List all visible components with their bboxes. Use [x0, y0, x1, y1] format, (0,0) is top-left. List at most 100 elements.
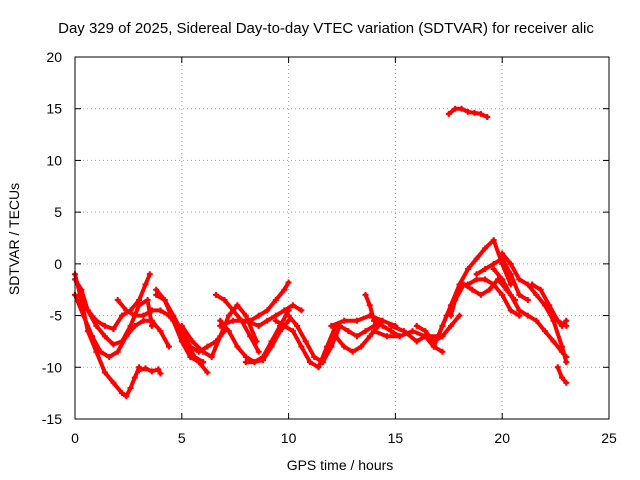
data-point	[311, 353, 318, 360]
data-point	[221, 297, 228, 304]
data-point	[157, 328, 164, 335]
data-point	[490, 266, 497, 273]
y-tick-label: 10	[46, 152, 62, 168]
y-tick-label: 5	[54, 204, 62, 220]
data-point	[371, 328, 378, 335]
data-point	[477, 110, 484, 117]
data-point	[362, 328, 369, 335]
data-point	[298, 307, 305, 314]
data-point	[84, 307, 91, 314]
data-point	[349, 348, 356, 355]
data-point	[559, 343, 566, 350]
data-point	[482, 276, 489, 283]
data-point	[242, 359, 249, 366]
data-point	[413, 322, 420, 329]
data-point	[516, 291, 523, 298]
data-point	[477, 291, 484, 298]
data-point	[499, 291, 506, 298]
data-point	[127, 384, 134, 391]
data-point	[225, 328, 232, 335]
data-point	[148, 307, 155, 314]
series-track-5	[73, 292, 171, 359]
data-point	[345, 328, 352, 335]
data-point	[281, 286, 288, 293]
data-point	[178, 338, 185, 345]
data-point	[80, 312, 87, 319]
data-point	[533, 317, 540, 324]
data-point	[114, 297, 121, 304]
data-point	[302, 338, 309, 345]
data-point	[473, 255, 480, 262]
data-point	[524, 297, 531, 304]
data-point	[242, 312, 249, 319]
data-point	[383, 333, 390, 340]
data-point	[486, 286, 493, 293]
data-point	[204, 343, 211, 350]
data-point	[379, 317, 386, 324]
data-point	[507, 307, 514, 314]
data-point	[550, 338, 557, 345]
data-point	[200, 348, 207, 355]
data-point	[187, 343, 194, 350]
data-point	[550, 317, 557, 324]
data-point	[452, 105, 459, 112]
data-point	[541, 302, 548, 309]
data-point	[101, 322, 108, 329]
data-point	[388, 322, 395, 329]
data-point	[217, 322, 224, 329]
data-point	[234, 343, 241, 350]
data-point	[97, 348, 104, 355]
grid-lines	[75, 57, 609, 419]
series-track-25	[436, 277, 517, 339]
data-point	[272, 317, 279, 324]
data-point	[315, 364, 322, 371]
data-point	[178, 322, 185, 329]
y-axis-title: SDTVAR / TECUs	[6, 183, 22, 295]
data-point	[388, 328, 395, 335]
data-point	[161, 297, 168, 304]
data-point	[118, 390, 125, 397]
data-point	[465, 281, 472, 288]
data-point	[366, 302, 373, 309]
data-point	[533, 291, 540, 298]
data-point	[563, 317, 570, 324]
data-point	[516, 312, 523, 319]
data-point	[114, 348, 121, 355]
data-point	[242, 353, 249, 360]
data-point	[469, 286, 476, 293]
data-point	[272, 312, 279, 319]
data-point	[131, 374, 138, 381]
data-point	[537, 286, 544, 293]
data-point	[208, 353, 215, 360]
data-point	[264, 317, 271, 324]
plot-frame	[74, 56, 610, 420]
data-point	[499, 276, 506, 283]
data-point	[328, 322, 335, 329]
data-point	[285, 307, 292, 314]
data-point	[131, 322, 138, 329]
data-point	[142, 365, 149, 372]
data-point	[563, 379, 570, 386]
data-point	[490, 281, 497, 288]
data-point	[272, 297, 279, 304]
series-track-28	[491, 267, 569, 359]
data-point	[529, 281, 536, 288]
data-point	[358, 343, 365, 350]
data-point	[482, 245, 489, 252]
data-point	[187, 353, 194, 360]
data-point	[507, 260, 514, 267]
y-tick-label: 20	[46, 49, 62, 65]
data-point	[195, 359, 202, 366]
data-point	[136, 367, 143, 374]
data-point	[371, 317, 378, 324]
data-point	[230, 307, 237, 314]
data-point	[456, 281, 463, 288]
data-point	[353, 333, 360, 340]
data-point	[255, 312, 262, 319]
data-point	[148, 368, 155, 375]
data-point	[204, 369, 211, 376]
data-point	[559, 374, 566, 381]
data-point	[136, 297, 143, 304]
data-point	[409, 328, 416, 335]
